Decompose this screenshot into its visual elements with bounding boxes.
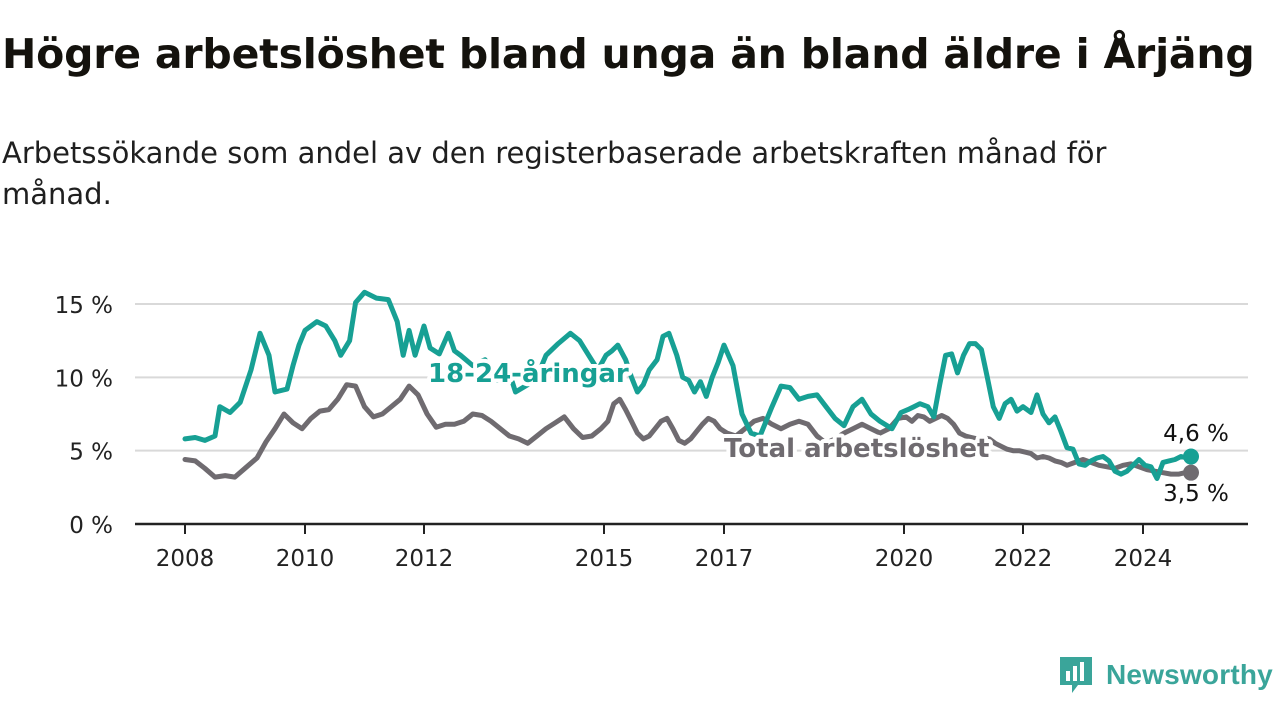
youth-series-label: 18-24-åringar xyxy=(428,357,629,389)
total-series-label: Total arbetslöshet xyxy=(724,434,989,464)
chart-title: Högre arbetslöshet bland unga än bland ä… xyxy=(2,30,1255,78)
y-tick-label: 10 % xyxy=(55,366,113,392)
chart-subtitle: Arbetssökande som andel av den registerb… xyxy=(2,136,1107,211)
x-tick-label: 2008 xyxy=(156,546,215,572)
newsworthy-chart-icon xyxy=(1060,657,1092,693)
x-tick-label: 2010 xyxy=(276,546,335,572)
x-tick-label: 2012 xyxy=(395,546,454,572)
series-labels: 4,6 %3,5 %18-24-åringar18-24-åringarTota… xyxy=(424,353,1229,507)
total-series-label-halo: Total arbetslöshet xyxy=(724,434,989,464)
x-tick-label: 2017 xyxy=(695,546,754,572)
newsworthy-logo-text: Newsworthy xyxy=(1106,659,1273,690)
x-axis-ticks: 2008 2010 2012 2015 2017 2020 2022 2024 xyxy=(156,524,1173,572)
youth-end-value-label: 4,6 % xyxy=(1163,421,1229,447)
y-tick-label: 0 % xyxy=(69,513,113,539)
total-end-value-label: 3,5 % xyxy=(1163,481,1229,507)
series-lines xyxy=(182,289,1199,481)
x-tick-label: 2015 xyxy=(575,546,634,572)
newsworthy-logo: Newsworthy xyxy=(1058,654,1273,696)
series-line-total xyxy=(182,382,1194,480)
series-end-marker xyxy=(1183,464,1199,481)
series-line-youth xyxy=(182,289,1194,481)
x-tick-label: 2024 xyxy=(1114,546,1173,572)
x-tick-label: 2022 xyxy=(994,546,1053,572)
youth-series-label-halo: 18-24-åringar xyxy=(428,357,629,389)
line-chart: 0 %5 %10 %15 % 4,6 %3,5 %18-24-åringar18… xyxy=(55,289,1248,572)
y-tick-label: 15 % xyxy=(55,293,113,319)
y-axis-ticks: 0 % 5 % 10 % 15 % xyxy=(55,293,113,539)
x-tick-label: 2020 xyxy=(875,546,934,572)
y-tick-label: 5 % xyxy=(69,440,113,466)
series-end-marker xyxy=(1183,448,1199,465)
gridlines xyxy=(135,303,1248,452)
